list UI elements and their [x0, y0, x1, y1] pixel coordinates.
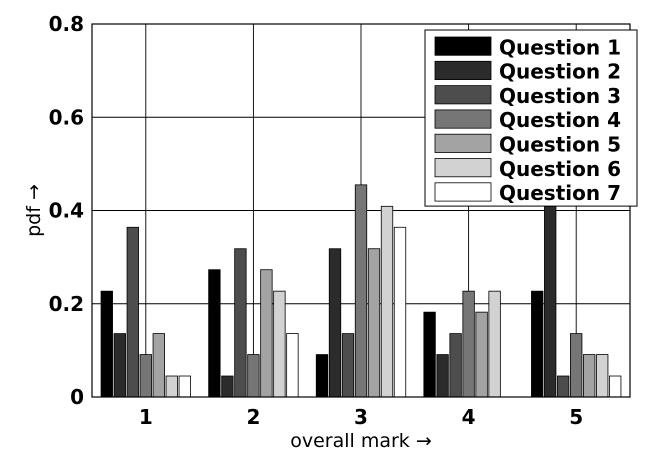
bar-question-6-mark-4: [488, 290, 501, 398]
legend-swatch: [434, 36, 492, 56]
y-tick-label: 0.6: [49, 105, 84, 129]
x-tick-label: 4: [462, 405, 476, 429]
x-tick-label: 5: [569, 405, 583, 429]
bar-question-6-mark-5: [596, 354, 609, 398]
legend-swatch: [434, 85, 492, 105]
legend-swatch: [434, 158, 492, 178]
legend-label: Question 2: [499, 60, 621, 84]
bar-question-2-mark-1: [113, 333, 126, 398]
bar-question-1-mark-3: [315, 354, 329, 398]
bar-question-1-mark-1: [100, 290, 113, 398]
y-axis-label: pdf →: [23, 184, 45, 237]
bar-question-3-mark-2: [234, 248, 247, 398]
bar-question-5-mark-3: [367, 248, 381, 398]
bar-question-7-mark-5: [609, 375, 622, 398]
legend-label: Question 6: [499, 157, 621, 181]
y-tick-label: 0.2: [49, 292, 84, 316]
plot-frame: [91, 23, 631, 398]
bar-question-7-mark-1: [178, 375, 191, 398]
legend-swatch: [434, 182, 492, 202]
bar-question-5-mark-5: [583, 354, 596, 398]
bar-question-5-mark-4: [475, 311, 488, 398]
x-ticks: 1 2 3 4 5: [139, 405, 583, 429]
legend-swatch: [434, 133, 492, 153]
bar-question-2-mark-4: [436, 354, 449, 398]
bar-question-2-mark-5: [544, 205, 557, 398]
bar-question-4-mark-1: [139, 354, 152, 398]
bar-question-5-mark-1: [152, 333, 165, 398]
y-tick-label: 0.4: [49, 199, 84, 223]
bar-question-2-mark-3: [328, 248, 342, 398]
legend-swatch: [434, 60, 492, 80]
bar-question-1-mark-5: [531, 290, 544, 398]
legend-swatch: [434, 109, 492, 129]
x-tick-label: 1: [139, 405, 153, 429]
y-tick-label: 0.8: [49, 12, 84, 36]
legend-label: Question 1: [499, 35, 621, 59]
bar-question-5-mark-2: [260, 269, 273, 398]
bar-question-2-mark-2: [221, 375, 234, 398]
bar-question-3-mark-3: [341, 333, 355, 398]
x-axis-label: overall mark →: [290, 430, 432, 450]
legend-label: Question 7: [499, 181, 621, 205]
bar-question-4-mark-3: [354, 184, 368, 398]
legend-label: Question 3: [499, 84, 621, 108]
y-tick-label: 0: [70, 385, 84, 409]
bar-question-4-mark-2: [247, 354, 260, 398]
x-tick-label: 2: [246, 405, 260, 429]
bar-question-7-mark-2: [286, 333, 299, 398]
bar-question-6-mark-3: [380, 205, 394, 398]
bar-question-1-mark-2: [208, 269, 221, 398]
x-tick-label: 3: [354, 405, 368, 429]
bar-question-4-mark-5: [570, 333, 583, 398]
bar-question-6-mark-1: [165, 375, 178, 398]
bar-question-7-mark-3: [393, 226, 407, 398]
legend-label: Question 5: [499, 133, 621, 157]
legend-label: Question 4: [499, 108, 621, 132]
bar-question-3-mark-5: [557, 375, 570, 398]
bar-question-1-mark-4: [423, 311, 436, 398]
bar-question-4-mark-4: [462, 290, 475, 398]
bar-question-3-mark-1: [126, 226, 139, 398]
bar-question-6-mark-2: [273, 290, 286, 398]
bar-question-3-mark-4: [449, 333, 462, 398]
y-ticks: 0 0.2 0.4 0.6 0.8: [49, 12, 84, 409]
bars: [100, 184, 622, 398]
